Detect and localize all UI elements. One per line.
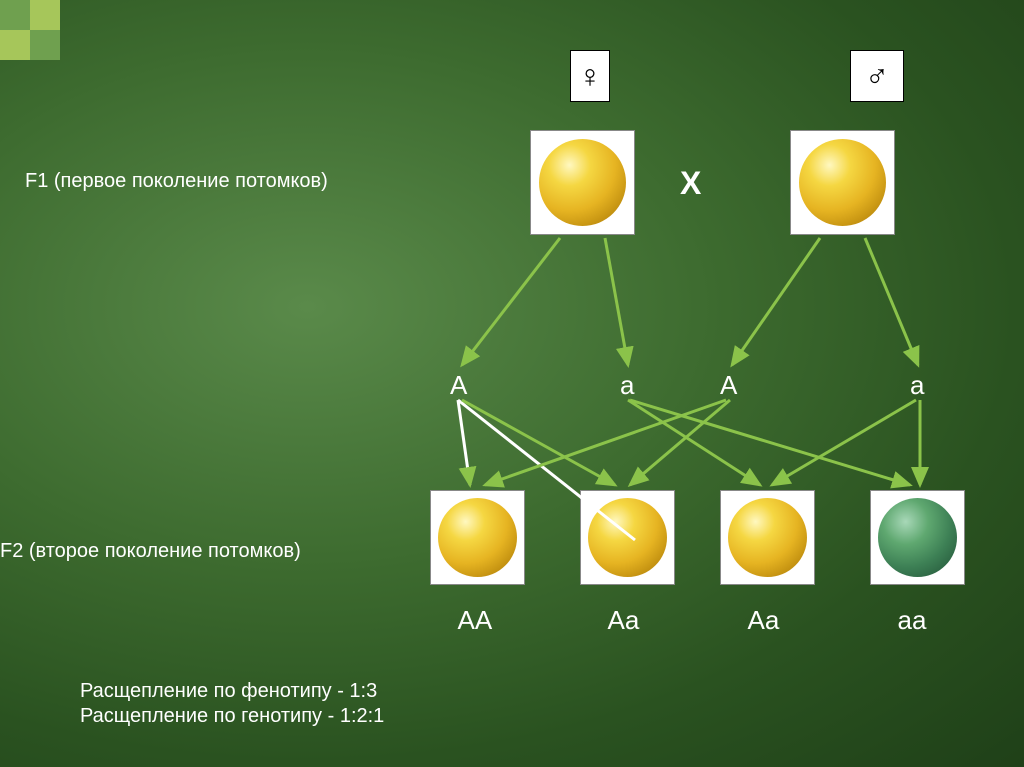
corner-sq-3 <box>0 30 30 60</box>
genotype-ratio: Расщепление по генотипу - 1:2:1 <box>80 705 384 728</box>
gamete-3: A <box>720 370 737 401</box>
f1-label: F1 (первое поколение потомков) <box>25 170 328 193</box>
offspring-pea-1 <box>430 490 525 585</box>
female-symbol: ♀ <box>570 50 610 102</box>
parent-pea-left <box>530 130 635 235</box>
offspring-pea-4 <box>870 490 965 585</box>
cross-symbol: X <box>680 165 701 202</box>
gamete-4: a <box>910 370 924 401</box>
gamete-1: A <box>450 370 467 401</box>
male-glyph: ♂ <box>865 58 889 95</box>
offspring-pea-2 <box>580 490 675 585</box>
genotype-2: Aa <box>608 605 640 636</box>
offspring-pea-3 <box>720 490 815 585</box>
f2-label: F2 (второе поколение потомков) <box>0 540 301 563</box>
genotype-1: AA <box>458 605 493 636</box>
male-symbol: ♂ <box>850 50 904 102</box>
female-glyph: ♀ <box>578 58 602 95</box>
corner-sq-2 <box>30 0 60 30</box>
genotype-3: Aa <box>748 605 780 636</box>
parent-pea-right <box>790 130 895 235</box>
gamete-2: a <box>620 370 634 401</box>
corner-sq-1 <box>0 0 30 30</box>
arrows-layer <box>0 0 1024 767</box>
pea-yellow <box>539 139 627 227</box>
genotype-4: aa <box>898 605 927 636</box>
phenotype-ratio: Расщепление по фенотипу - 1:3 <box>80 680 377 703</box>
corner-sq-4 <box>30 30 60 60</box>
pea-yellow <box>799 139 887 227</box>
